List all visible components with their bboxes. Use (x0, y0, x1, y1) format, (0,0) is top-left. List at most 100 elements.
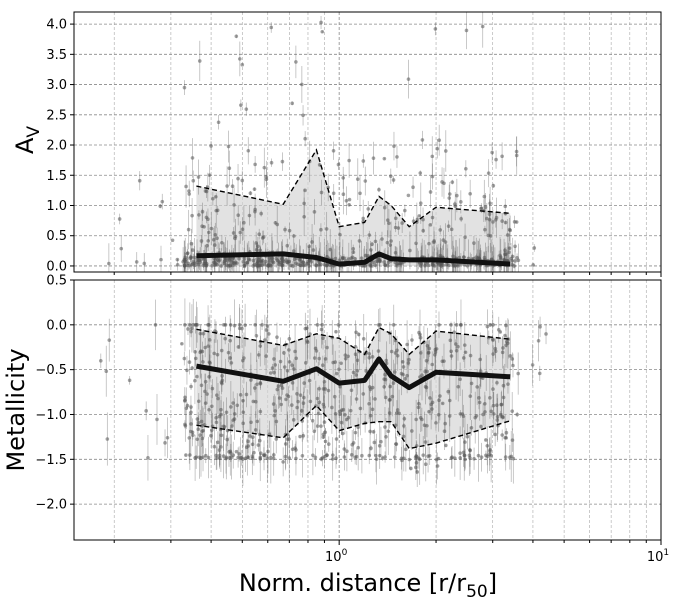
data-point (273, 363, 278, 367)
data-point (331, 453, 335, 457)
data-point (344, 417, 349, 422)
data-point (342, 447, 347, 451)
data-point (319, 190, 324, 195)
data-point (206, 344, 210, 348)
data-point (508, 354, 513, 358)
data-point (206, 239, 211, 243)
data-point (449, 227, 454, 232)
data-point (238, 57, 242, 61)
data-point (234, 449, 239, 454)
data-point (339, 361, 343, 366)
data-point (302, 214, 306, 219)
data-point (474, 414, 479, 418)
data-point (306, 259, 311, 264)
data-point (254, 241, 258, 245)
data-point (310, 240, 314, 244)
data-point (319, 327, 324, 332)
data-point (395, 155, 399, 159)
data-point (312, 210, 317, 214)
data-point (503, 248, 507, 253)
data-point (454, 323, 459, 327)
data-point (436, 412, 441, 417)
data-point (403, 377, 408, 381)
data-point (242, 220, 246, 225)
data-point (205, 392, 209, 396)
data-point (501, 346, 505, 350)
data-point (191, 433, 195, 437)
data-point (416, 405, 421, 410)
data-point (371, 156, 376, 160)
data-point (383, 263, 387, 267)
data-point (214, 420, 219, 425)
data-point (453, 456, 457, 460)
data-point (506, 382, 510, 386)
data-point (290, 101, 294, 106)
data-point (361, 336, 366, 341)
data-point (267, 255, 272, 260)
data-point (207, 173, 212, 177)
data-point (194, 455, 198, 460)
data-point (241, 410, 246, 415)
data-point (341, 192, 346, 197)
data-point (386, 260, 391, 265)
data-point (228, 323, 233, 327)
data-point (343, 412, 347, 417)
data-point (368, 387, 373, 392)
data-point (251, 258, 256, 263)
data-point (325, 345, 329, 350)
data-point (378, 259, 383, 264)
y-tick-label: −2.0 (35, 498, 67, 513)
data-point (418, 351, 423, 355)
data-point (155, 417, 159, 422)
data-point (226, 144, 231, 149)
data-point (354, 397, 359, 401)
data-point (404, 447, 408, 452)
data-point (389, 349, 394, 354)
data-point (189, 429, 193, 434)
data-point (238, 393, 243, 397)
data-point (392, 455, 397, 459)
data-point (303, 136, 307, 141)
data-point (199, 456, 203, 460)
data-point (364, 369, 368, 373)
data-point (189, 329, 193, 334)
data-point (320, 29, 325, 34)
data-point (134, 260, 139, 264)
data-point (228, 356, 233, 360)
data-point (296, 399, 300, 404)
data-point (197, 59, 202, 63)
data-point (491, 323, 495, 327)
data-point (467, 453, 472, 458)
data-point (287, 360, 292, 364)
data-point (337, 409, 342, 414)
data-point (258, 344, 263, 348)
data-point (190, 156, 195, 160)
data-point (401, 372, 405, 377)
data-point (225, 437, 229, 442)
data-point (119, 246, 124, 251)
data-point (483, 227, 487, 232)
data-point (219, 407, 223, 412)
data-point (175, 262, 180, 267)
data-point (219, 445, 223, 449)
data-point (229, 405, 233, 409)
data-point (301, 401, 306, 405)
data-point (297, 258, 302, 262)
data-point (449, 354, 454, 358)
data-point (312, 429, 317, 434)
data-point (427, 241, 431, 246)
data-point (494, 215, 499, 220)
data-point (272, 357, 276, 361)
data-point (201, 360, 205, 364)
data-point (287, 456, 292, 460)
data-point (440, 401, 445, 406)
data-point (315, 396, 320, 401)
data-point (434, 421, 438, 425)
data-point (407, 357, 411, 362)
data-point (264, 174, 269, 179)
data-point (373, 263, 378, 267)
data-point (184, 453, 188, 457)
data-point (442, 429, 447, 434)
data-point (488, 201, 492, 206)
data-point (217, 453, 222, 458)
